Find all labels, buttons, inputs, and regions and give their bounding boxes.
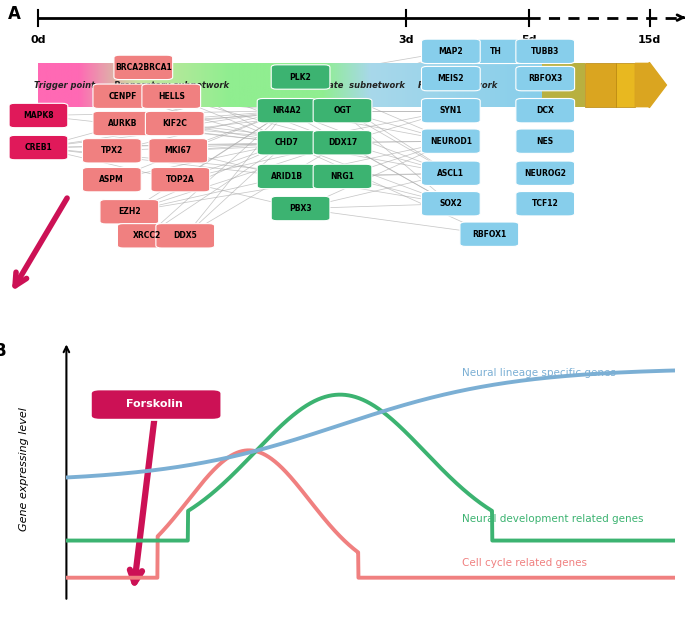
- Text: FiNs: FiNs: [552, 81, 575, 89]
- FancyBboxPatch shape: [271, 65, 330, 89]
- FancyArrow shape: [635, 62, 666, 108]
- Text: PLK2: PLK2: [289, 73, 312, 81]
- FancyBboxPatch shape: [257, 99, 316, 123]
- FancyBboxPatch shape: [421, 67, 480, 91]
- FancyBboxPatch shape: [271, 196, 330, 221]
- FancyBboxPatch shape: [117, 223, 176, 248]
- Text: NES: NES: [537, 137, 554, 146]
- FancyBboxPatch shape: [9, 135, 68, 160]
- Text: OGT: OGT: [333, 106, 352, 115]
- FancyBboxPatch shape: [114, 55, 173, 80]
- Text: Forskolin: Forskolin: [126, 399, 183, 410]
- FancyBboxPatch shape: [516, 39, 575, 64]
- Text: NEUROD1: NEUROD1: [430, 137, 472, 146]
- Text: MAPK8: MAPK8: [23, 111, 54, 120]
- FancyBboxPatch shape: [93, 111, 152, 136]
- Text: FiNs subnetwork: FiNs subnetwork: [418, 81, 498, 89]
- Text: MAP2: MAP2: [438, 47, 463, 56]
- Text: 5d: 5d: [521, 35, 537, 45]
- FancyBboxPatch shape: [421, 99, 480, 123]
- FancyBboxPatch shape: [460, 222, 519, 246]
- Text: Intermediate  subnetwork: Intermediate subnetwork: [282, 81, 405, 89]
- FancyBboxPatch shape: [91, 389, 222, 420]
- FancyBboxPatch shape: [257, 164, 316, 189]
- Bar: [584, 64, 616, 107]
- Text: Preparatory subnetwork: Preparatory subnetwork: [114, 81, 229, 89]
- FancyBboxPatch shape: [467, 39, 526, 64]
- FancyBboxPatch shape: [516, 129, 575, 154]
- Text: ARID1B: ARID1B: [271, 172, 303, 181]
- Text: NRG1: NRG1: [331, 172, 354, 181]
- Text: RBFOX3: RBFOX3: [528, 74, 562, 83]
- Text: Neural lineage specific genes: Neural lineage specific genes: [462, 368, 616, 378]
- Text: HELLS: HELLS: [158, 92, 185, 101]
- FancyBboxPatch shape: [151, 167, 210, 192]
- FancyBboxPatch shape: [313, 164, 372, 189]
- Text: AURKB: AURKB: [108, 119, 137, 128]
- Text: MEIS2: MEIS2: [438, 74, 464, 83]
- Text: RBFOX1: RBFOX1: [473, 230, 506, 239]
- FancyBboxPatch shape: [149, 139, 208, 163]
- Text: SYN1: SYN1: [440, 106, 462, 115]
- Text: B: B: [0, 342, 6, 360]
- Text: CHD7: CHD7: [275, 138, 298, 147]
- Text: XRCC2: XRCC2: [133, 231, 161, 240]
- Bar: [616, 64, 635, 107]
- FancyBboxPatch shape: [100, 199, 159, 224]
- Text: TCF12: TCF12: [532, 199, 559, 208]
- FancyBboxPatch shape: [313, 131, 372, 155]
- FancyBboxPatch shape: [9, 103, 68, 128]
- FancyBboxPatch shape: [516, 191, 575, 216]
- FancyBboxPatch shape: [156, 223, 215, 248]
- Text: SOX2: SOX2: [440, 199, 462, 208]
- FancyBboxPatch shape: [421, 129, 480, 154]
- Text: ASCL1: ASCL1: [438, 169, 464, 178]
- Text: BRCA2BRCA1: BRCA2BRCA1: [115, 63, 172, 72]
- Text: DCX: DCX: [536, 106, 554, 115]
- Text: DDX17: DDX17: [328, 138, 357, 147]
- FancyBboxPatch shape: [516, 67, 575, 91]
- Text: EZH2: EZH2: [118, 207, 140, 216]
- Text: A: A: [8, 5, 21, 23]
- FancyBboxPatch shape: [145, 111, 204, 136]
- Text: MKI67: MKI67: [165, 146, 192, 155]
- Text: TH: TH: [491, 47, 502, 56]
- FancyBboxPatch shape: [421, 39, 480, 64]
- Text: CENPF: CENPF: [108, 92, 136, 101]
- Text: DDX5: DDX5: [173, 231, 197, 240]
- FancyBboxPatch shape: [313, 99, 372, 123]
- Text: Gene expressing level: Gene expressing level: [19, 407, 29, 531]
- FancyBboxPatch shape: [421, 191, 480, 216]
- Text: 0d: 0d: [31, 35, 46, 45]
- FancyBboxPatch shape: [93, 84, 152, 109]
- Text: KIF2C: KIF2C: [162, 119, 187, 128]
- Text: Trigger point: Trigger point: [34, 81, 95, 89]
- FancyBboxPatch shape: [82, 139, 141, 163]
- FancyBboxPatch shape: [142, 84, 201, 109]
- Text: TUBB3: TUBB3: [531, 47, 559, 56]
- Bar: [542, 64, 584, 107]
- Text: Neural development related genes: Neural development related genes: [462, 515, 643, 524]
- Text: TPX2: TPX2: [101, 146, 123, 155]
- FancyBboxPatch shape: [516, 161, 575, 186]
- Text: ASPM: ASPM: [99, 175, 124, 184]
- FancyBboxPatch shape: [82, 167, 141, 192]
- Text: PBX3: PBX3: [289, 204, 312, 213]
- Text: 3d: 3d: [398, 35, 414, 45]
- Text: NR4A2: NR4A2: [272, 106, 301, 115]
- Text: Cell cycle related genes: Cell cycle related genes: [462, 558, 586, 568]
- Text: TOP2A: TOP2A: [166, 175, 195, 184]
- Text: 15d: 15d: [638, 35, 661, 45]
- FancyBboxPatch shape: [516, 99, 575, 123]
- Text: CREB1: CREB1: [24, 143, 52, 152]
- FancyBboxPatch shape: [421, 161, 480, 186]
- Text: NEUROG2: NEUROG2: [524, 169, 566, 178]
- FancyBboxPatch shape: [257, 131, 316, 155]
